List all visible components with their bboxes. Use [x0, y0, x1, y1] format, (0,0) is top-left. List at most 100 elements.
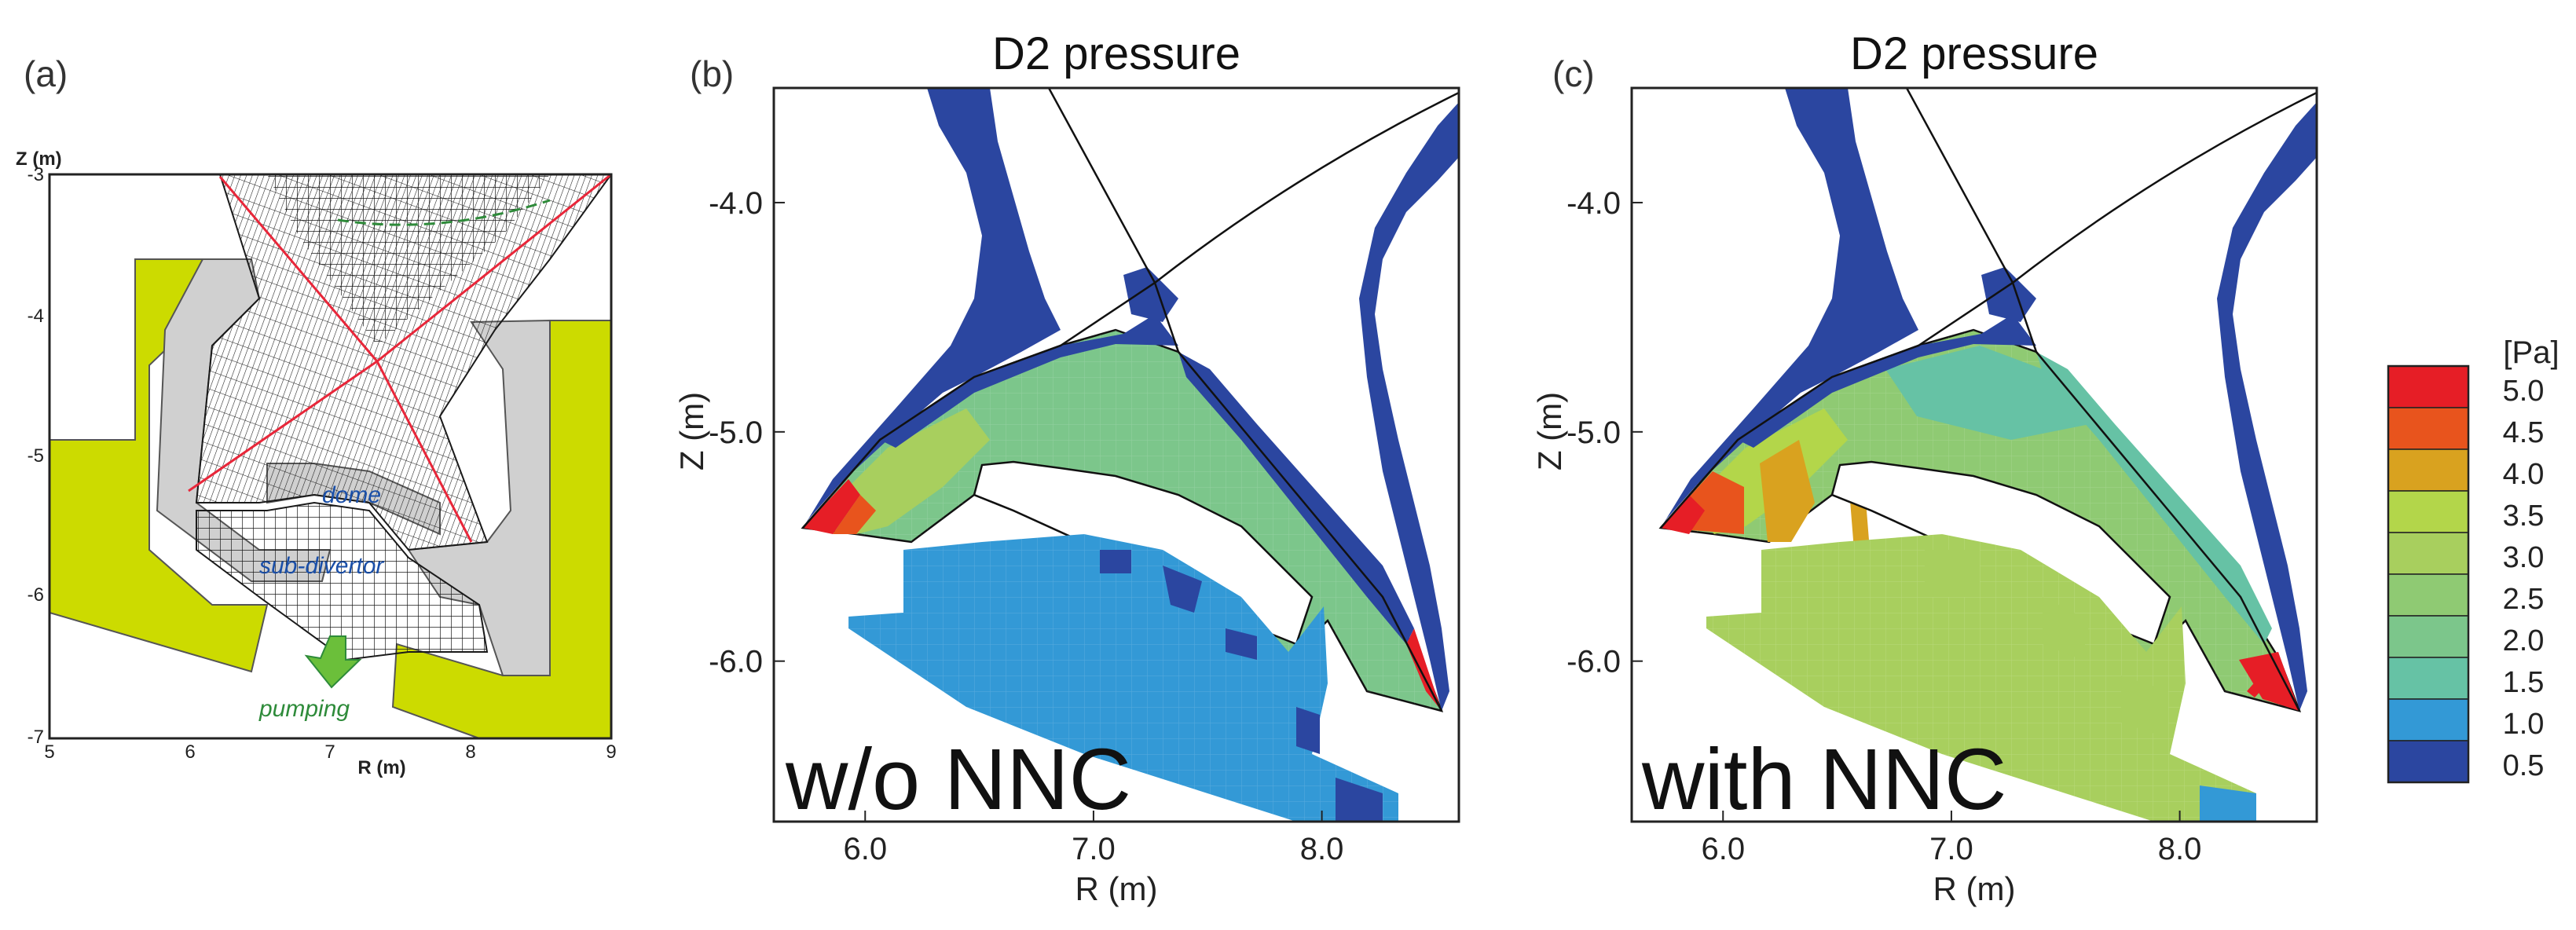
r-tick: 9	[606, 741, 616, 763]
colorbar-swatch	[2387, 407, 2469, 450]
outer-target-corner	[1406, 628, 1442, 711]
z-tick: -4	[27, 306, 44, 327]
panel-b-axes: 6.0 7.0 8.0 -4.0 -5.0 -6.0 R (m) Z (m)	[673, 186, 1343, 907]
x-tick-label: 8.0	[1300, 832, 1344, 866]
pumping-arrow-icon	[304, 635, 362, 689]
colorbar-frame	[2387, 364, 2470, 784]
colorbar-swatch	[2387, 740, 2469, 783]
panel-b-annotation: w/o NNC	[785, 731, 1131, 828]
colorbar-swatch	[2387, 490, 2469, 533]
divertor-outline	[1660, 281, 2301, 712]
panel-a-z-label: Z (m)	[16, 148, 62, 170]
x-tick-label: 7.0	[1072, 832, 1116, 866]
panel-c-axes: 6.0 7.0 8.0 -4.0 -5.0 -6.0 R (m) Z (m)	[1531, 186, 2201, 907]
separatrix-line	[1047, 88, 1459, 284]
panel-a-z-ticks: -3 -4 -5 -6 -7	[27, 164, 44, 748]
inner-target-red	[1661, 495, 1705, 534]
panel-b: (b) D2 pressure	[673, 28, 1460, 907]
colorbar-label: 1.5	[2503, 666, 2545, 699]
z-tick: -6	[27, 584, 44, 606]
panel-a-plot: dome sub-divertor pumping	[49, 174, 611, 738]
panel-a-frame	[48, 173, 613, 740]
colorbar-label: 0.5	[2503, 749, 2545, 782]
r-tick: 8	[465, 741, 475, 763]
outer-target-red	[2247, 660, 2282, 698]
panel-c-annotation: with NNC	[1641, 731, 2007, 828]
inner-green-strip	[833, 408, 990, 534]
sub-divertor-label: sub-divertor	[259, 553, 384, 579]
y-axis-label: Z (m)	[1531, 392, 1568, 470]
x-tick-label: 7.0	[1929, 832, 1973, 866]
x-tick-label: 6.0	[843, 832, 887, 866]
y-tick-label: -6.0	[1566, 645, 1621, 679]
left-wall-region	[1661, 88, 1918, 528]
colorbar-label: 4.5	[2503, 416, 2545, 449]
divertor-outline	[802, 281, 1443, 712]
colorbar: [Pa] 5.0 4.5 4.0 3.5 3.0 2.5 2.0 1.5 1.0 0.5	[2387, 335, 2560, 784]
panel-a-r-ticks: 5 6 7 8 9	[44, 741, 616, 763]
panel-a: (a) dome sub-divertor pumping	[16, 53, 617, 778]
pumping-label: pumping	[258, 696, 350, 722]
x-tick-label: 8.0	[2158, 832, 2202, 866]
colorbar-label: 2.0	[2503, 624, 2545, 657]
z-tick: -5	[27, 445, 44, 467]
y-tick-label: -5.0	[1566, 416, 1621, 450]
y-axis-label: Z (m)	[673, 392, 710, 470]
panel-a-r-label: R (m)	[357, 757, 405, 778]
panel-a-label: (a)	[24, 53, 68, 94]
x-point-blue	[1981, 267, 2036, 322]
right-wall-region	[1359, 102, 1459, 711]
panel-b-label: (b)	[690, 53, 734, 94]
colorbar-swatch	[2387, 532, 2469, 575]
r-tick: 7	[324, 741, 335, 763]
y-tick-label: -5.0	[709, 416, 763, 450]
panel-c: (c) D2 pressure	[1531, 28, 2318, 907]
colorbar-swatch	[2387, 365, 2469, 408]
inner-orange-column	[1760, 440, 1815, 542]
separatrix-line	[188, 174, 611, 543]
sub-divertor-blue-corner	[2200, 785, 2256, 822]
colorbar-label: 3.0	[2503, 541, 2545, 574]
colorbar-body: 5.0 4.5 4.0 3.5 3.0 2.5 2.0 1.5 1.0 0.5	[2387, 364, 2545, 784]
panel-b-title: D2 pressure	[992, 28, 1240, 79]
teal-band	[1885, 346, 2090, 440]
x-tick-label: 6.0	[1701, 832, 1745, 866]
colorbar-swatch	[2387, 573, 2469, 617]
core-boundary	[337, 199, 551, 226]
cell-grid-overlay	[1706, 534, 2256, 822]
outer-divertor-leg	[1178, 352, 1414, 644]
y-tick-label: -4.0	[1566, 186, 1621, 221]
sub-divertor-mesh	[196, 501, 489, 661]
colorbar-label: 2.5	[2503, 583, 2545, 616]
panel-c-title: D2 pressure	[1850, 28, 2098, 79]
y-tick-label: -4.0	[709, 186, 763, 221]
right-wall-region	[2217, 102, 2317, 711]
colorbar-swatch	[2387, 657, 2469, 700]
panel-b-frame	[772, 86, 1460, 823]
sub-divertor-dark-patches	[1100, 550, 1383, 822]
dome-label: dome	[322, 482, 381, 508]
colorbar-swatch	[2387, 449, 2469, 492]
x-axis-label: R (m)	[1075, 870, 1158, 907]
r-tick: 6	[185, 741, 195, 763]
inner-target-orange	[833, 495, 876, 534]
panel-c-plot	[1632, 88, 2317, 822]
inner-target-corner	[803, 479, 860, 534]
outer-divertor-leg	[2036, 352, 2272, 644]
x-point-band	[1738, 314, 2036, 448]
panel-b-plot	[774, 88, 1459, 822]
plasma-mesh	[195, 174, 611, 551]
z-tick: -3	[27, 164, 44, 185]
separatrix-line	[1905, 88, 2317, 284]
x-axis-label: R (m)	[1933, 870, 2016, 907]
cell-grid-overlay	[848, 534, 1398, 822]
left-wall-region	[803, 88, 1061, 528]
colorbar-swatch	[2387, 698, 2469, 741]
panel-c-label: (c)	[1552, 53, 1595, 94]
colorbar-label: 3.5	[2503, 500, 2545, 533]
colorbar-label: 1.0	[2503, 708, 2545, 741]
colorbar-unit: [Pa]	[2503, 335, 2559, 370]
colorbar-label: 4.0	[2503, 458, 2545, 491]
z-tick: -7	[27, 727, 44, 748]
x-point-band	[880, 314, 1178, 448]
